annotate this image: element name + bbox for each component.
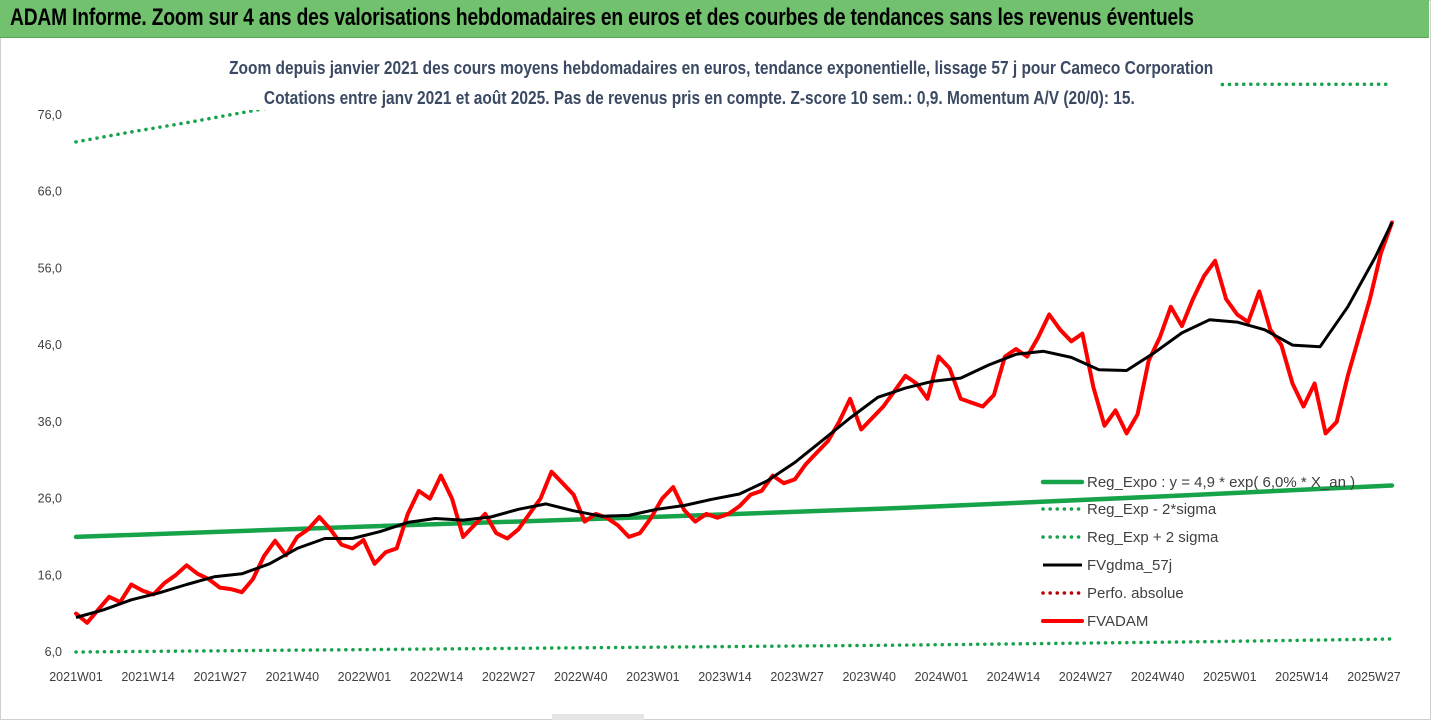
report-banner: ADAM Informe. Zoom sur 4 ans des valoris…	[0, 0, 1429, 38]
y-tick-label: 56,0	[38, 261, 62, 275]
x-tick-label: 2021W01	[49, 670, 103, 684]
x-tick-label: 2023W27	[770, 670, 824, 684]
legend-label: Perfo. absolue	[1087, 585, 1184, 602]
x-tick-label: 2025W14	[1275, 670, 1329, 684]
legend-label: Reg_Exp + 2 sigma	[1087, 529, 1219, 546]
scrollbar-stub	[552, 714, 644, 720]
legend-label: FVADAM	[1087, 613, 1148, 630]
legend-label: Reg_Expo : y = 4,9 * exp( 6,0% * X_an )	[1087, 474, 1355, 491]
x-tick-label: 2023W40	[842, 670, 896, 684]
x-tick-label: 2021W14	[121, 670, 175, 684]
axes: 6,0 16,0 26,0 36,0 46,0 56,0 66,0 76,0 2021W01 20…	[38, 108, 1401, 684]
x-tick-label: 2022W14	[410, 670, 464, 684]
x-tick-label: 2025W27	[1347, 670, 1401, 684]
x-tick-label: 2022W01	[338, 670, 392, 684]
x-tick-label: 2025W01	[1203, 670, 1257, 684]
x-tick-label: 2024W01	[915, 670, 969, 684]
legend: Reg_Expo : y = 4,9 * exp( 6,0% * X_an ) R…	[1040, 474, 1355, 630]
y-tick-label: 76,0	[38, 108, 62, 122]
x-tick-label: 2024W27	[1059, 670, 1113, 684]
report-title: ADAM Informe. Zoom sur 4 ans des valoris…	[10, 4, 1194, 31]
x-tick-label: 2022W40	[554, 670, 608, 684]
series-line	[74, 220, 1394, 625]
x-tick-label: 2023W01	[626, 670, 680, 684]
y-tick-label: 26,0	[38, 492, 62, 506]
chart-subtitle-container: Cotations entre janv 2021 et août 2025. …	[0, 88, 1415, 109]
plot-area	[73, 82, 1395, 654]
series-line	[74, 637, 1394, 654]
chart-subtitle: Cotations entre janv 2021 et août 2025. …	[264, 88, 1135, 108]
x-tick-label: 2023W14	[698, 670, 752, 684]
legend-label: Reg_Exp - 2*sigma	[1087, 501, 1217, 518]
legend-label: FVgdma_57j	[1087, 557, 1172, 574]
x-tick-label: 2024W40	[1131, 670, 1185, 684]
y-tick-label: 16,0	[38, 568, 62, 582]
x-tick-label: 2024W14	[987, 670, 1041, 684]
series-line	[74, 82, 1394, 144]
y-tick-label: 66,0	[38, 185, 62, 199]
x-tick-label: 2022W27	[482, 670, 536, 684]
y-tick-label: 46,0	[38, 338, 62, 352]
chart-title-container: Zoom depuis janvier 2021 des cours moyen…	[6, 58, 1431, 79]
y-tick-label: 36,0	[38, 415, 62, 429]
series-line	[75, 221, 1394, 619]
chart-title: Zoom depuis janvier 2021 des cours moyen…	[229, 58, 1214, 78]
x-tick-label: 2021W40	[266, 670, 320, 684]
x-tick-label: 2021W27	[193, 670, 247, 684]
y-tick-label: 6,0	[45, 645, 62, 659]
